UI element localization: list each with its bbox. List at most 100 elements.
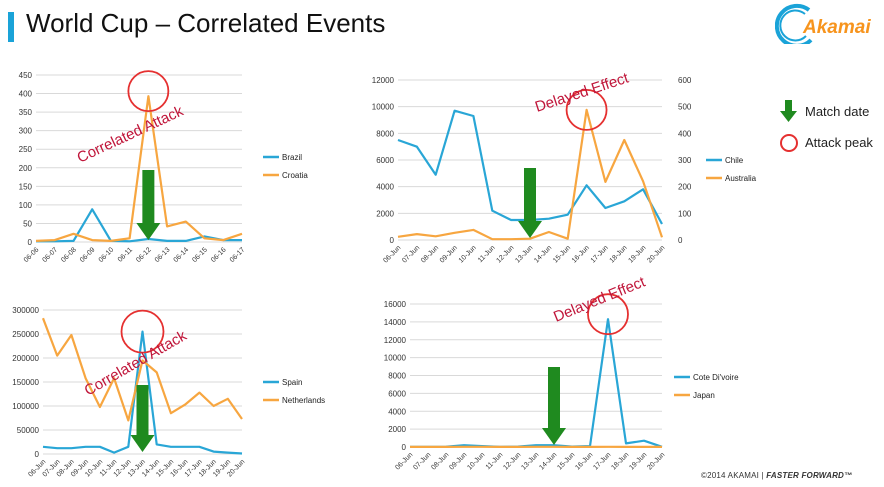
x-tick-label: 06-17 [229,246,247,264]
series-line-brazil [36,208,242,243]
x-tick-label: 20-Jun [646,451,666,471]
x-tick-label: 06-08 [60,246,78,264]
attack-peak-circle [120,309,165,354]
y-tick-label-right: 500 [678,103,692,112]
y-tick-label-left: 200000 [12,354,39,363]
legend-label: Cote Di'voire [693,373,739,382]
y-tick-label-left: 150000 [12,378,39,387]
y-tick-label-left: 10000 [372,103,395,112]
x-tick-label: 16-Jun [574,451,594,471]
series-line-netherlands [41,317,243,422]
copyright-footer: ©2014 AKAMAI | FASTER FORWARD™ [701,471,852,480]
y-tick-label-left: 6000 [388,389,406,398]
x-tick-label: 06-06 [23,246,41,264]
match-date-arrow-head [542,428,566,445]
match-date-arrow-shaft [136,385,149,436]
legend-label: Chile [725,156,744,165]
attack-peak-key-circle-icon [780,134,798,152]
y-tick-label-left: 350 [19,108,33,117]
series-line-spain [42,330,243,455]
y-tick-label-left: 12000 [372,76,395,85]
chart-annotation: Delayed Effect [533,69,632,115]
attack-peak-key-label: Attack peak [805,135,873,150]
chart-annotation: Delayed Effect [551,273,648,326]
y-tick-label-left: 4000 [376,183,394,192]
y-tick-label-left: 6000 [376,156,394,165]
y-tick-label-left: 14000 [384,318,407,327]
y-tick-label-left: 450 [19,71,33,80]
chart-panel-3: 05000010000015000020000025000030000006-J… [12,306,325,479]
x-tick-label: 18-Jun [609,244,629,264]
y-tick-label-left: 0 [35,450,40,459]
y-tick-label-left: 4000 [388,407,406,416]
x-tick-label: 10-Jun [466,451,486,471]
match-date-key-label: Match date [805,104,870,119]
x-tick-label: 18-Jun [610,451,630,471]
series-line-croatia [35,95,243,242]
attack-peak-circle [587,293,629,336]
y-tick-label-left: 150 [19,182,33,191]
match-date-key-arrow-icon [780,100,797,122]
attack-peak-circle [565,88,608,131]
x-tick-label: 06-09 [79,246,97,264]
akamai-logo: Akamai [775,3,871,44]
x-tick-label: 07-Jun [401,244,421,264]
y-tick-label-left: 300000 [12,306,39,315]
y-tick-label-left: 2000 [388,425,406,434]
x-tick-label: 20-Jun [646,244,666,264]
x-tick-label: 11-Jun [485,451,505,471]
y-tick-label-left: 12000 [384,336,407,345]
x-tick-label: 15-Jun [552,244,572,264]
x-tick-label: 08-Jun [430,451,450,471]
x-tick-label: 09-Jun [439,244,459,264]
x-tick-label: 17-Jun [590,244,610,264]
attack-peak-circle [127,70,170,113]
y-tick-label-left: 250000 [12,330,39,339]
y-tick-label-left: 16000 [384,300,407,309]
y-tick-label-left: 2000 [376,209,394,218]
copyright-separator: | [761,471,764,480]
x-tick-label: 06-11 [117,246,134,263]
match-date-arrow-head [130,435,155,452]
x-tick-label: 08-Jun [420,244,440,264]
match-date-arrow-shaft [548,367,560,429]
y-tick-label-right: 300 [678,156,692,165]
match-date-arrow-shaft [524,168,536,222]
x-tick-label: 19-Jun [627,244,647,264]
legend-label: Netherlands [282,396,325,405]
x-tick-label: 17-Jun [592,451,612,471]
series-line-cote-di-voire [410,318,663,448]
x-tick-label: 06-07 [42,246,60,264]
chart-panel-4: 0 2000 4000 6000 8000 10000 12000 14000 16000 06-… [384,273,739,471]
y-tick-label-right: 400 [678,129,692,138]
series-line-australia [397,108,664,241]
y-tick-label-left: 0 [28,238,33,247]
y-tick-label-left: 50000 [17,426,40,435]
legend-label: Spain [282,378,302,387]
y-tick-label-left: 10000 [384,354,407,363]
x-tick-label: 07-Jun [412,451,432,471]
y-tick-label-right: 100 [678,209,692,218]
legend-label: Croatia [282,171,308,180]
chart-panel-2: 0 2000 4000 6000 8000 10000 12000 0 100 200 300 400… [372,69,757,264]
y-tick-label-left: 0 [390,236,395,245]
match-date-arrow-head [136,223,161,240]
legend-label: Australia [725,174,757,183]
x-tick-label: 06-13 [154,246,172,264]
x-tick-label: 15-Jun [556,451,576,471]
x-tick-label: 06-14 [173,246,191,264]
x-tick-label: 14-Jun [538,451,558,471]
x-tick-label: 13-Jun [514,244,534,264]
y-tick-label-right: 200 [678,183,692,192]
legend-label: Japan [693,391,715,400]
x-tick-label: 12-Jun [495,244,515,264]
x-tick-label: 12-Jun [502,451,522,471]
y-tick-label-left: 0 [402,443,407,452]
page-title: World Cup – Correlated Events [26,8,386,38]
x-tick-label: 10-Jun [458,244,478,264]
match-date-arrow-shaft [142,170,155,224]
copyright-text: ©2014 AKAMAI [701,471,760,480]
y-tick-label-left: 200 [19,164,33,173]
